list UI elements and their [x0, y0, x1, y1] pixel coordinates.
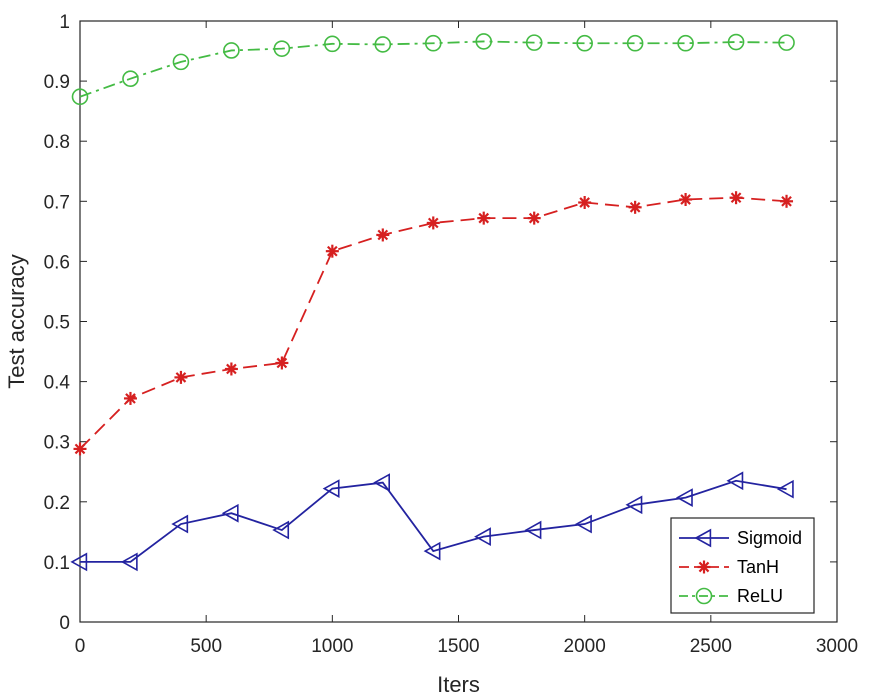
data-point-sigmoid: [120, 552, 138, 572]
data-point-tanh: [578, 196, 592, 210]
data-point-tanh: [729, 191, 743, 205]
x-tick-label: 2500: [690, 636, 732, 657]
x-axis-label: Iters: [437, 672, 480, 697]
legend-label-sigmoid: Sigmoid: [737, 528, 802, 548]
legend-marker-relu: [695, 587, 713, 605]
data-point-relu: [677, 34, 694, 52]
data-point-tanh: [628, 200, 642, 214]
data-point-tanh: [123, 391, 137, 405]
data-point-sigmoid: [726, 471, 744, 491]
data-point-relu: [778, 34, 795, 51]
x-tick-label: 500: [190, 636, 222, 657]
data-point-relu: [71, 88, 89, 106]
x-tick-label: 1000: [311, 636, 353, 657]
data-point-sigmoid: [675, 488, 693, 507]
y-tick-label: 0.5: [44, 313, 70, 334]
legend-item-relu: ReLU: [679, 586, 783, 606]
x-tick-label: 1500: [437, 636, 479, 657]
data-point-relu: [374, 36, 392, 53]
series-line-relu: [79, 40, 787, 98]
axes: 0 500 1000 1500 2000 2500 3000 0 0.1 0.2 0.3 0.4 0.5…: [4, 12, 858, 697]
data-point-sigmoid: [474, 527, 491, 547]
data-point-tanh: [174, 370, 188, 384]
data-point-relu: [122, 70, 139, 87]
data-point-sigmoid: [423, 541, 441, 561]
y-tick-label: 0.4: [44, 373, 71, 394]
y-tick-label: 0.6: [44, 252, 70, 273]
data-point-tanh: [224, 362, 238, 376]
series-group: [70, 33, 795, 572]
data-point-sigmoid: [221, 503, 239, 523]
series-line-tanh: [79, 196, 787, 450]
data-point-sigmoid: [575, 514, 592, 534]
data-point-sigmoid: [272, 520, 290, 540]
data-point-relu: [525, 34, 543, 51]
y-axis-label: Test accuracy: [4, 254, 29, 389]
data-point-relu: [223, 42, 240, 59]
legend-label-relu: ReLU: [737, 586, 783, 606]
data-point-tanh: [275, 356, 289, 370]
y-tick-label: 0.8: [44, 132, 70, 153]
data-point-relu: [727, 33, 745, 51]
data-point-sigmoid: [70, 552, 88, 572]
y-tick-label: 0: [59, 613, 70, 634]
data-point-sigmoid: [322, 479, 340, 498]
series-sigmoid: [70, 471, 794, 572]
data-point-tanh: [73, 442, 87, 456]
data-point-relu: [576, 34, 593, 52]
data-point-sigmoid: [373, 473, 391, 492]
y-tick-label: 0.3: [44, 433, 70, 454]
data-point-sigmoid: [524, 520, 542, 540]
legend-item-tanh: TanH: [679, 557, 779, 577]
x-tick-label: 0: [75, 636, 86, 657]
x-tick-label: 2000: [564, 636, 606, 657]
series-line-sigmoid: [80, 479, 787, 563]
y-tick-label: 1: [59, 12, 70, 33]
data-point-relu: [172, 53, 190, 71]
legend-marker-sigmoid: [694, 528, 712, 548]
data-point-sigmoid: [625, 495, 643, 515]
series-relu: [71, 33, 795, 106]
legend-label-tanh: TanH: [737, 557, 779, 577]
y-tick-label: 0.1: [44, 553, 70, 574]
data-point-tanh: [477, 211, 491, 225]
data-point-relu: [424, 34, 442, 52]
data-point-sigmoid: [776, 479, 794, 499]
data-point-relu: [273, 40, 291, 57]
y-tick-label: 0.2: [44, 493, 70, 514]
legend: Sigmoid TanH ReLU: [670, 517, 815, 614]
legend-marker-tanh: [697, 560, 711, 574]
data-point-relu: [475, 33, 493, 50]
data-point-tanh: [426, 216, 440, 230]
data-point-tanh: [780, 194, 794, 208]
data-point-tanh: [376, 228, 390, 242]
legend-box: [670, 517, 815, 614]
y-tick-label: 0.7: [44, 192, 70, 213]
data-point-tanh: [527, 211, 541, 225]
data-point-relu: [324, 35, 341, 53]
y-tick-label: 0.9: [44, 72, 70, 93]
data-point-tanh: [679, 192, 693, 206]
data-point-sigmoid: [171, 514, 189, 534]
data-point-tanh: [325, 244, 339, 258]
legend-item-sigmoid: Sigmoid: [679, 528, 802, 548]
series-tanh: [73, 191, 794, 456]
data-point-relu: [626, 34, 644, 52]
x-tick-label: 3000: [816, 636, 858, 657]
